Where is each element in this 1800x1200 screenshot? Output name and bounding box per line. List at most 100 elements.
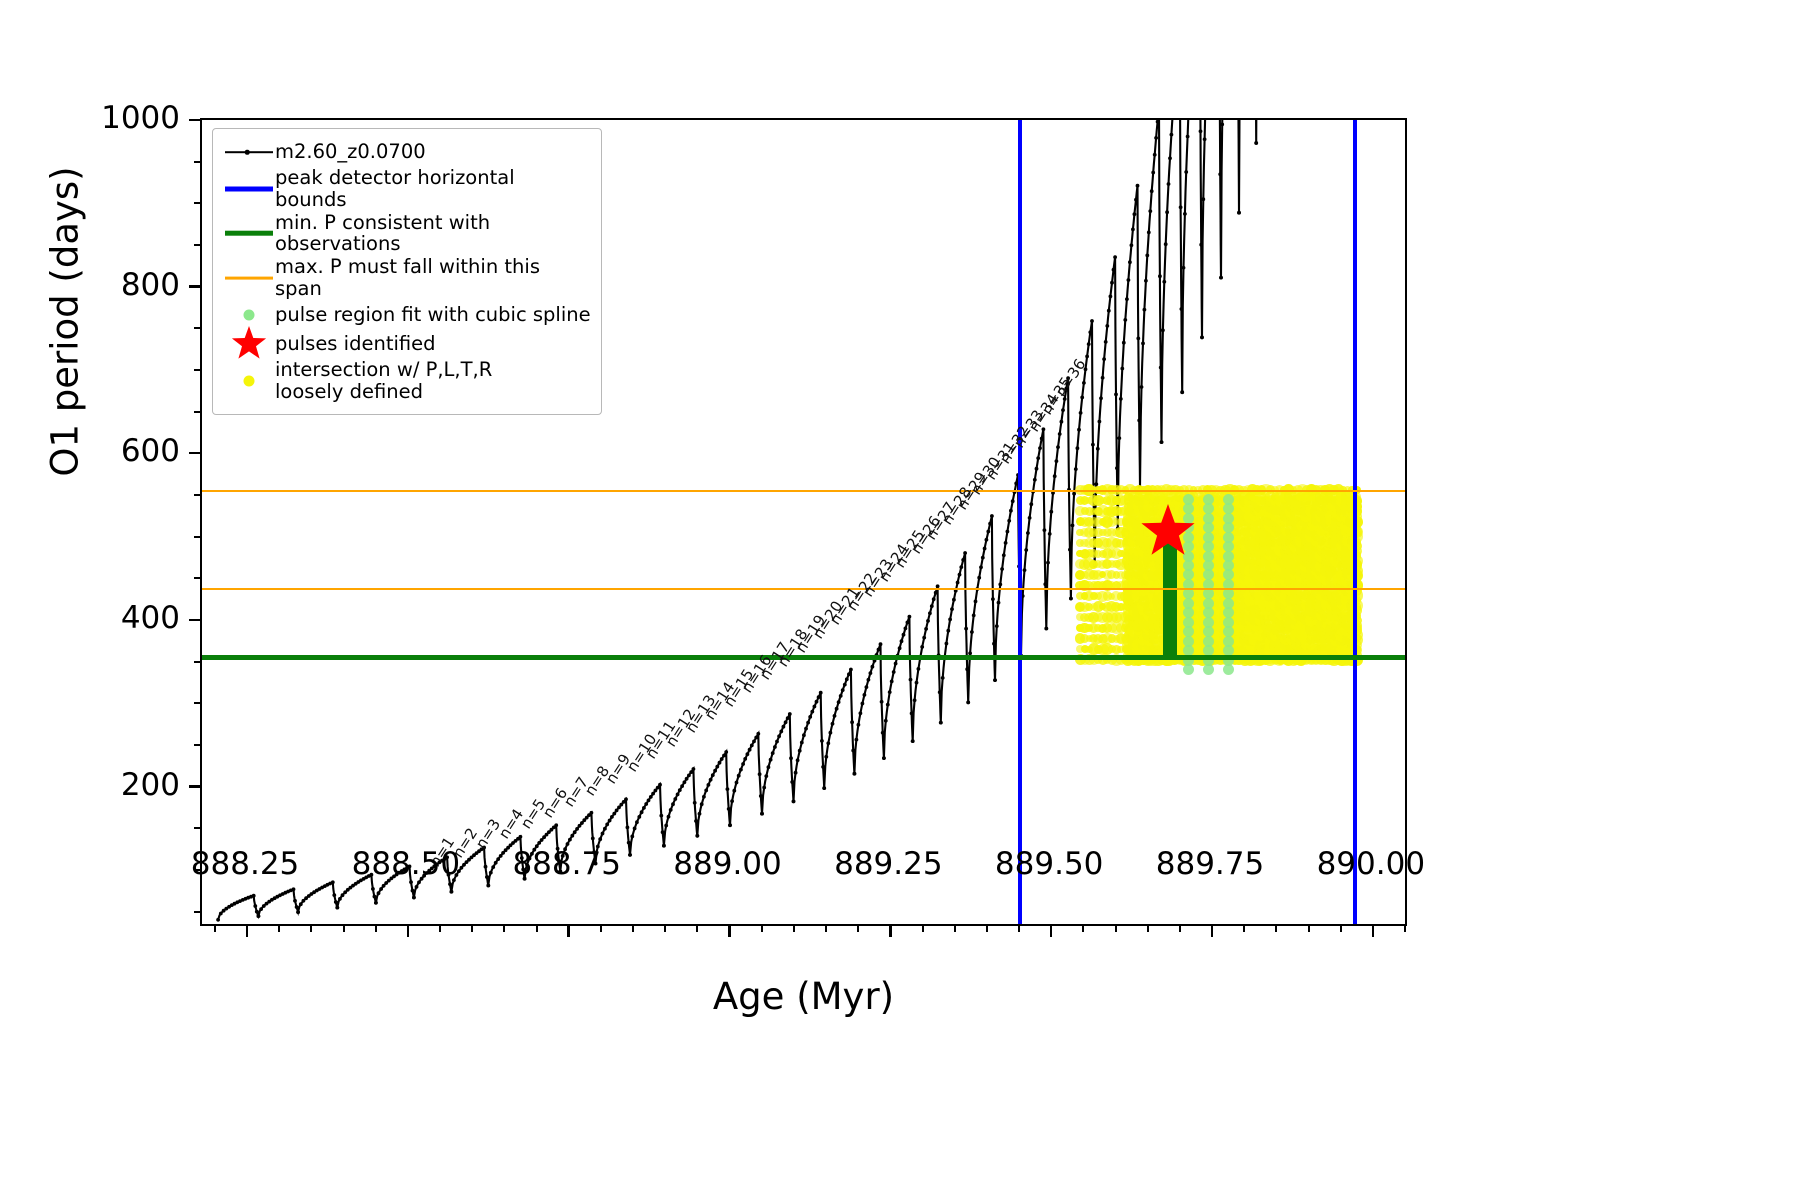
x-tick-minor	[471, 924, 473, 932]
y-tick-minor	[194, 744, 202, 746]
spline-fit-point	[1223, 636, 1234, 647]
x-tick-minor	[761, 924, 763, 932]
x-tick-minor	[439, 924, 441, 932]
x-tick-label: 889.50	[995, 846, 1103, 882]
x-tick-minor	[954, 924, 956, 932]
legend-star-icon	[223, 331, 275, 357]
legend-entry: min. P consistent with observations	[223, 212, 591, 256]
y-tick-label: 600	[121, 433, 180, 469]
chart-legend: m2.60_z0.0700 peak detector horizontal bo…	[212, 128, 602, 415]
legend-entry-label: pulses identified	[275, 333, 436, 355]
max-period-span-line	[202, 490, 1405, 492]
spline-fit-point	[1223, 598, 1234, 609]
x-tick-minor	[343, 924, 345, 932]
x-tick-minor	[1147, 924, 1149, 932]
x-tick-minor	[664, 924, 666, 932]
max-period-span-line	[202, 588, 1405, 590]
spline-fit-point	[1223, 541, 1234, 552]
legend-entry-label: pulse region fit with cubic spline	[275, 304, 591, 326]
legend-entry: pulse region fit with cubic spline	[223, 301, 591, 329]
y-tick-label: 1000	[101, 100, 180, 136]
y-tick-minor	[194, 661, 202, 663]
x-tick-minor	[536, 924, 538, 932]
x-tick-minor	[375, 924, 377, 932]
x-tick-label: 888.75	[512, 846, 620, 882]
y-tick-minor	[194, 244, 202, 246]
x-tick-minor	[1340, 924, 1342, 932]
x-tick-major	[728, 924, 730, 937]
spline-fit-point	[1223, 664, 1234, 675]
spline-fit-point	[1203, 513, 1214, 524]
spline-fit-point	[1223, 513, 1234, 524]
x-tick-minor	[1179, 924, 1181, 932]
x-tick-label: 889.75	[1156, 846, 1264, 882]
spline-fit-point	[1203, 551, 1214, 562]
x-tick-major	[1211, 924, 1213, 937]
legend-dot-icon	[223, 368, 275, 394]
min-period-line	[202, 655, 1405, 660]
spline-fit-point	[1203, 532, 1214, 543]
legend-entry: peak detector horizontal bounds	[223, 167, 591, 211]
spline-fit-point	[1183, 664, 1194, 675]
x-tick-minor	[986, 924, 988, 932]
y-axis-title: O1 period (days)	[44, 2, 87, 642]
x-tick-major	[889, 924, 891, 937]
x-tick-minor	[214, 924, 216, 932]
x-tick-major	[1372, 924, 1374, 937]
x-tick-minor	[278, 924, 280, 932]
x-tick-label: 888.25	[191, 846, 299, 882]
y-tick-minor	[194, 827, 202, 829]
x-tick-minor	[1115, 924, 1117, 932]
x-tick-major	[567, 924, 569, 937]
x-tick-minor	[1082, 924, 1084, 932]
spline-fit-point	[1223, 551, 1234, 562]
legend-entry: m2.60_z0.0700	[223, 138, 591, 166]
legend-entry: intersection w/ P,L,T,R loosely defined	[223, 359, 591, 403]
legend-line-icon	[223, 176, 275, 202]
y-tick-minor	[194, 411, 202, 413]
spline-fit-point	[1223, 607, 1234, 618]
spline-fit-point	[1203, 494, 1214, 505]
y-tick-minor	[194, 702, 202, 704]
y-tick-label: 200	[121, 767, 180, 803]
spline-fit-point	[1183, 598, 1194, 609]
legend-entry-label: intersection w/ P,L,T,R loosely defined	[275, 359, 492, 403]
spline-fit-point	[1183, 617, 1194, 628]
plot-wrapper: O1 period (days) Age (Myr) n=1 n=2 n=3 n=4 n…	[0, 0, 1800, 1200]
spline-fit-point	[1223, 532, 1234, 543]
y-tick-label: 800	[121, 267, 180, 303]
spline-fit-point	[1203, 664, 1214, 675]
y-tick-minor	[194, 202, 202, 204]
peak-detector-bound-line	[1353, 120, 1357, 924]
y-tick-minor	[194, 536, 202, 538]
x-tick-minor	[922, 924, 924, 932]
x-tick-minor	[503, 924, 505, 932]
legend-entry-label: min. P consistent with observations	[275, 212, 591, 256]
y-tick-label: 400	[121, 600, 180, 636]
y-tick-major	[189, 285, 202, 287]
y-tick-minor	[194, 911, 202, 913]
spline-fit-point	[1223, 503, 1234, 514]
legend-line-dot-icon	[223, 139, 275, 165]
x-tick-label: 889.25	[834, 846, 942, 882]
x-tick-minor	[310, 924, 312, 932]
y-tick-minor	[194, 494, 202, 496]
x-tick-minor	[857, 924, 859, 932]
y-tick-minor	[194, 369, 202, 371]
x-tick-minor	[1018, 924, 1020, 932]
x-tick-label: 890.00	[1317, 846, 1425, 882]
x-tick-minor	[1243, 924, 1245, 932]
legend-entry-label: max. P must fall within this span	[275, 256, 591, 300]
x-tick-major	[407, 924, 409, 937]
x-tick-minor	[825, 924, 827, 932]
x-tick-minor	[793, 924, 795, 932]
spline-fit-point	[1223, 560, 1234, 571]
y-tick-minor	[194, 327, 202, 329]
y-tick-minor	[194, 577, 202, 579]
spline-fit-point	[1223, 494, 1234, 505]
x-tick-minor	[696, 924, 698, 932]
y-tick-major	[189, 452, 202, 454]
x-tick-minor	[1308, 924, 1310, 932]
y-tick-major	[189, 119, 202, 121]
spline-fit-point	[1183, 636, 1194, 647]
